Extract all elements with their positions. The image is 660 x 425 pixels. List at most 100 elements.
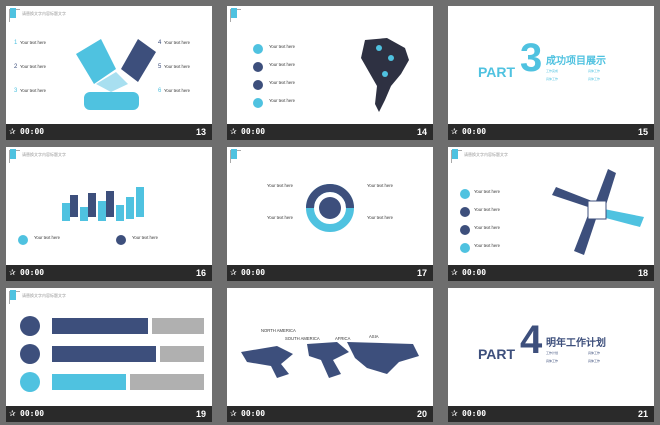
part-title: 明年工作计划 <box>546 338 606 349</box>
star-icon: ✰ <box>451 127 458 136</box>
item-title: Your text here <box>164 88 190 93</box>
slide-number: 16 <box>195 268 206 278</box>
corner-tab <box>452 149 458 159</box>
slide-canvas: Your text here Your text here Your text … <box>227 147 433 265</box>
part-item: 具体工作 <box>588 69 601 73</box>
map-label: SOUTH AMERICA <box>285 336 320 341</box>
item-title: Your text here <box>474 243 500 248</box>
slide-number: 17 <box>416 268 427 278</box>
part-item: 具体工作 <box>546 77 559 81</box>
timing: 00:00 <box>241 127 266 136</box>
item-title: Your text here <box>269 80 295 85</box>
item-title: Your text here <box>20 88 46 93</box>
item-title: Your text here <box>269 44 295 49</box>
slide-canvas: 请替换文字内容标题文字 <box>6 288 212 406</box>
slide-number: 15 <box>637 127 648 137</box>
world-map-graphic <box>241 342 419 378</box>
slide-thumb-18[interactable]: 请替换文字内容标题文字 Your text here Your text her… <box>448 147 654 281</box>
slide-number: 13 <box>195 127 206 137</box>
part-number: 3 <box>520 36 543 80</box>
item-title: Your text here <box>164 64 190 69</box>
slide-thumb-13[interactable]: 请替换文字内容标题文字 1 Your text here 2 Your text… <box>6 6 212 140</box>
star-icon: ✰ <box>230 268 237 277</box>
pinwheel-graphic <box>552 169 644 255</box>
list-icon <box>460 189 470 199</box>
slide-canvas: PART 3 成功项目展示 工作完成 具体工作 具体工作 具体工作 <box>448 6 654 124</box>
list-icon <box>460 225 470 235</box>
slide-canvas: 请替换文字内容标题文字 1 Your text here 2 Your text… <box>6 6 212 124</box>
part-item: 具体工作 <box>588 351 601 355</box>
item-title: Your text here <box>164 40 190 45</box>
slide-thumb-19[interactable]: 请替换文字内容标题文字 ✰ 00:00 19 <box>6 288 212 422</box>
list-icon <box>460 207 470 217</box>
slide-thumb-14[interactable]: Your text here Your text here Your text … <box>227 6 433 140</box>
slide-number: 19 <box>195 409 206 419</box>
item-title: Your text here <box>474 189 500 194</box>
part-item: 具体工作 <box>546 359 559 363</box>
gear-icon <box>18 235 28 245</box>
timing: 00:00 <box>20 127 45 136</box>
timing: 00:00 <box>462 127 487 136</box>
item-title: Your text here <box>267 215 293 220</box>
star-icon: ✰ <box>451 268 458 277</box>
list-icon <box>253 98 263 108</box>
item-number: 5 <box>158 64 162 70</box>
item-number: 6 <box>158 88 162 94</box>
slide-footer: ✰ 00:00 19 <box>6 406 212 422</box>
map-label: ASIA <box>369 334 379 339</box>
cycle-ring-graphic <box>306 184 354 232</box>
slide-footer: ✰ 00:00 17 <box>227 265 433 281</box>
slide-number: 20 <box>416 409 427 419</box>
item-title: Your text here <box>474 225 500 230</box>
part-label: PART <box>478 64 516 80</box>
list-icon <box>460 243 470 253</box>
part-item: 具体工作 <box>588 359 601 363</box>
star-icon: ✰ <box>9 268 16 277</box>
list-icon <box>253 62 263 72</box>
slide-canvas: Your text here Your text here Your text … <box>227 6 433 124</box>
slide-thumb-20[interactable]: NORTH AMERICA SOUTH AMERICA AFRICA ASIA … <box>227 288 433 422</box>
part-item: 工作计划 <box>546 351 559 355</box>
slide-number: 21 <box>637 409 648 419</box>
part-item: 具体工作 <box>588 77 601 81</box>
slide-canvas: 请替换文字内容标题文字 Your text here Your text her… <box>6 147 212 265</box>
part-label: PART <box>478 346 516 362</box>
people-group-icon <box>20 344 40 364</box>
item-title: Your text here <box>267 183 293 188</box>
slide-canvas: PART 4 明年工作计划 工作计划 具体工作 具体工作 具体工作 <box>448 288 654 406</box>
list-icon <box>253 44 263 54</box>
slide-thumb-17[interactable]: Your text here Your text here Your text … <box>227 147 433 281</box>
corner-tab <box>231 149 237 159</box>
list-icon <box>253 80 263 90</box>
slide-number: 14 <box>416 127 427 137</box>
timing: 00:00 <box>462 409 487 418</box>
slide-header: 请替换文字内容标题文字 <box>22 152 66 157</box>
star-icon: ✰ <box>451 409 458 418</box>
map-label: NORTH AMERICA <box>261 328 296 333</box>
star-icon: ✰ <box>9 127 16 136</box>
item-number: 4 <box>158 40 162 46</box>
slide-thumb-16[interactable]: 请替换文字内容标题文字 Your text here Your text her… <box>6 147 212 281</box>
slide-footer: ✰ 00:00 14 <box>227 124 433 140</box>
item-title: Your text here <box>132 235 158 240</box>
item-title: Your text here <box>20 64 46 69</box>
timing: 00:00 <box>241 268 266 277</box>
corner-tab <box>10 290 16 300</box>
slide-canvas: NORTH AMERICA SOUTH AMERICA AFRICA ASIA <box>227 288 433 406</box>
slide-number: 18 <box>637 268 648 278</box>
slide-footer: ✰ 00:00 13 <box>6 124 212 140</box>
people-pictogram-rows <box>52 318 204 390</box>
slide-thumb-21[interactable]: PART 4 明年工作计划 工作计划 具体工作 具体工作 具体工作 ✰ 00:0… <box>448 288 654 422</box>
slide-header: 请替换文字内容标题文字 <box>22 11 66 16</box>
slide-header: 请替换文字内容标题文字 <box>22 293 66 298</box>
slide-canvas: 请替换文字内容标题文字 Your text here Your text her… <box>448 147 654 265</box>
item-number: 3 <box>14 88 18 94</box>
cube-triangle-graphic <box>76 39 156 110</box>
people-group-icon <box>20 372 40 392</box>
star-icon: ✰ <box>9 409 16 418</box>
corner-tab <box>10 149 16 159</box>
corner-tab <box>10 8 16 18</box>
item-number: 1 <box>14 40 18 46</box>
slide-thumb-15[interactable]: PART 3 成功项目展示 工作完成 具体工作 具体工作 具体工作 ✰ 00:0… <box>448 6 654 140</box>
timing: 00:00 <box>462 268 487 277</box>
